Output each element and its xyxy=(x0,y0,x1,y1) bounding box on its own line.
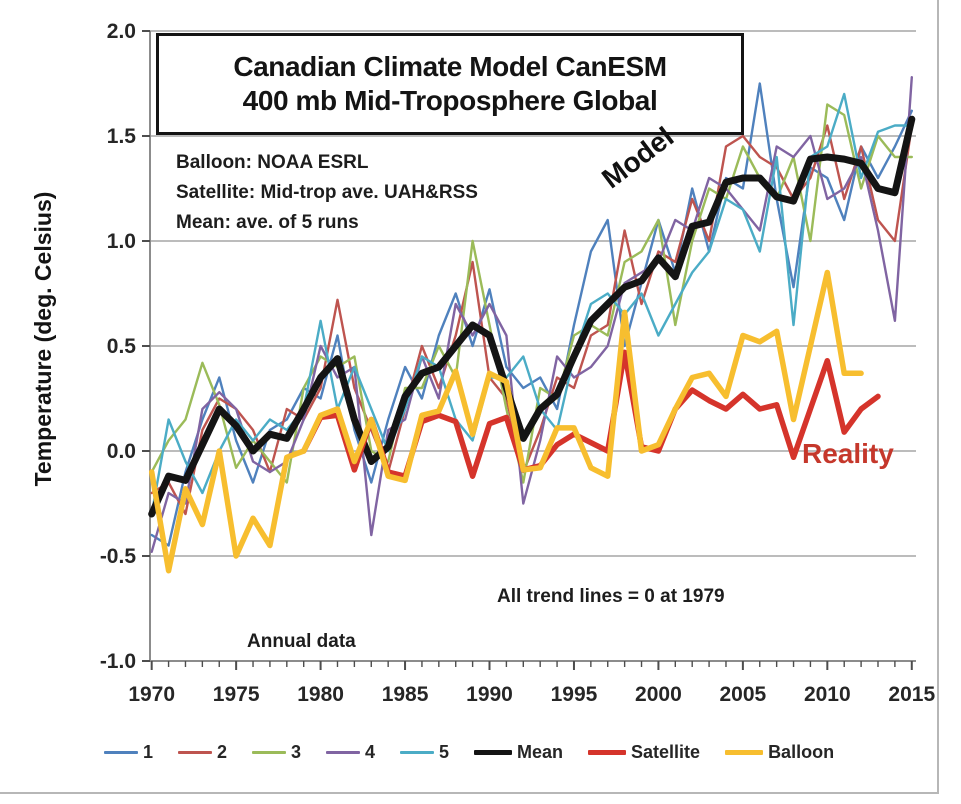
legend-label-mean: Mean xyxy=(517,741,564,762)
chart-title-box: Canadian Climate Model CanESM 400 mb Mid… xyxy=(156,33,744,135)
legend-item-mean: Mean xyxy=(474,742,563,763)
x-tick-label: 1980 xyxy=(297,683,344,706)
legend-item-balloon: Balloon xyxy=(725,742,834,763)
legend-swatch-mean xyxy=(474,749,513,755)
legend-item-satellite: Satellite xyxy=(588,742,700,763)
legend-item-3: 3 xyxy=(251,741,301,763)
legend-label-1: 1 xyxy=(142,741,153,762)
chart-legend: 1 2 3 4 5 Mean Satellite Balloon xyxy=(0,737,938,767)
series-line-3 xyxy=(150,103,913,484)
series-line-4 xyxy=(150,75,913,553)
chart-title-line2: 400 mb Mid-Troposphere Global xyxy=(242,85,658,116)
legend-item-5: 5 xyxy=(400,742,449,763)
y-tick-label: 1.5 xyxy=(107,125,137,148)
note-satellite-source: Satellite: Mid-trop ave. UAH&RSS xyxy=(176,182,478,203)
legend-label-4: 4 xyxy=(364,741,375,762)
x-tick-label: 2015 xyxy=(888,683,935,706)
legend-label-3: 3 xyxy=(290,741,301,762)
legend-swatch-1 xyxy=(103,750,138,754)
legend-swatch-5 xyxy=(400,750,434,754)
series-line-5 xyxy=(150,92,913,516)
legend-swatch-balloon xyxy=(725,749,764,755)
x-tick-label: 1970 xyxy=(128,683,175,706)
series-line-balloon xyxy=(148,269,864,574)
y-tick-label: 0.0 xyxy=(107,440,136,463)
y-tick-label: -0.5 xyxy=(100,545,137,568)
y-tick-label: 0.5 xyxy=(107,335,137,358)
y-tick-label: 2.0 xyxy=(107,20,136,43)
legend-swatch-4 xyxy=(325,750,360,754)
series-line-2 xyxy=(150,124,913,516)
x-tick-label: 2000 xyxy=(635,683,682,706)
legend-label-balloon: Balloon xyxy=(768,741,835,762)
chart-title-line1: Canadian Climate Model CanESM xyxy=(233,50,667,82)
reality-annotation: Reality xyxy=(802,438,894,469)
annual-data-annotation: Annual data xyxy=(247,631,356,652)
x-tick-label: 1975 xyxy=(213,683,260,706)
legend-label-satellite: Satellite xyxy=(631,741,701,762)
legend-swatch-satellite xyxy=(588,749,627,755)
note-balloon-source: Balloon: NOAA ESRL xyxy=(176,152,369,173)
series-line-mean xyxy=(148,115,916,518)
x-tick-label: 1990 xyxy=(466,683,513,706)
legend-label-5: 5 xyxy=(439,741,450,762)
legend-swatch-2 xyxy=(177,750,212,754)
series-line-satellite xyxy=(300,349,881,479)
x-tick-label: 2010 xyxy=(804,683,851,706)
y-tick-label: -1.0 xyxy=(100,650,136,673)
y-tick-label: 1.0 xyxy=(107,230,136,253)
legend-label-2: 2 xyxy=(216,741,227,762)
x-tick-label: 1985 xyxy=(382,683,429,706)
y-axis-title: Temperature (deg. Celsius) xyxy=(30,191,56,487)
legend-item-2: 2 xyxy=(177,741,227,763)
legend-item-1: 1 xyxy=(103,741,153,763)
x-tick-label: 2005 xyxy=(720,683,767,706)
legend-item-4: 4 xyxy=(325,741,375,763)
source-notes: Balloon: NOAA ESRL Satellite: Mid-trop a… xyxy=(176,148,478,238)
trend-baseline-annotation: All trend lines = 0 at 1979 xyxy=(497,586,725,607)
legend-swatch-3 xyxy=(251,750,286,754)
x-tick-label: 1995 xyxy=(551,683,598,706)
note-mean-definition: Mean: ave. of 5 runs xyxy=(176,212,359,233)
